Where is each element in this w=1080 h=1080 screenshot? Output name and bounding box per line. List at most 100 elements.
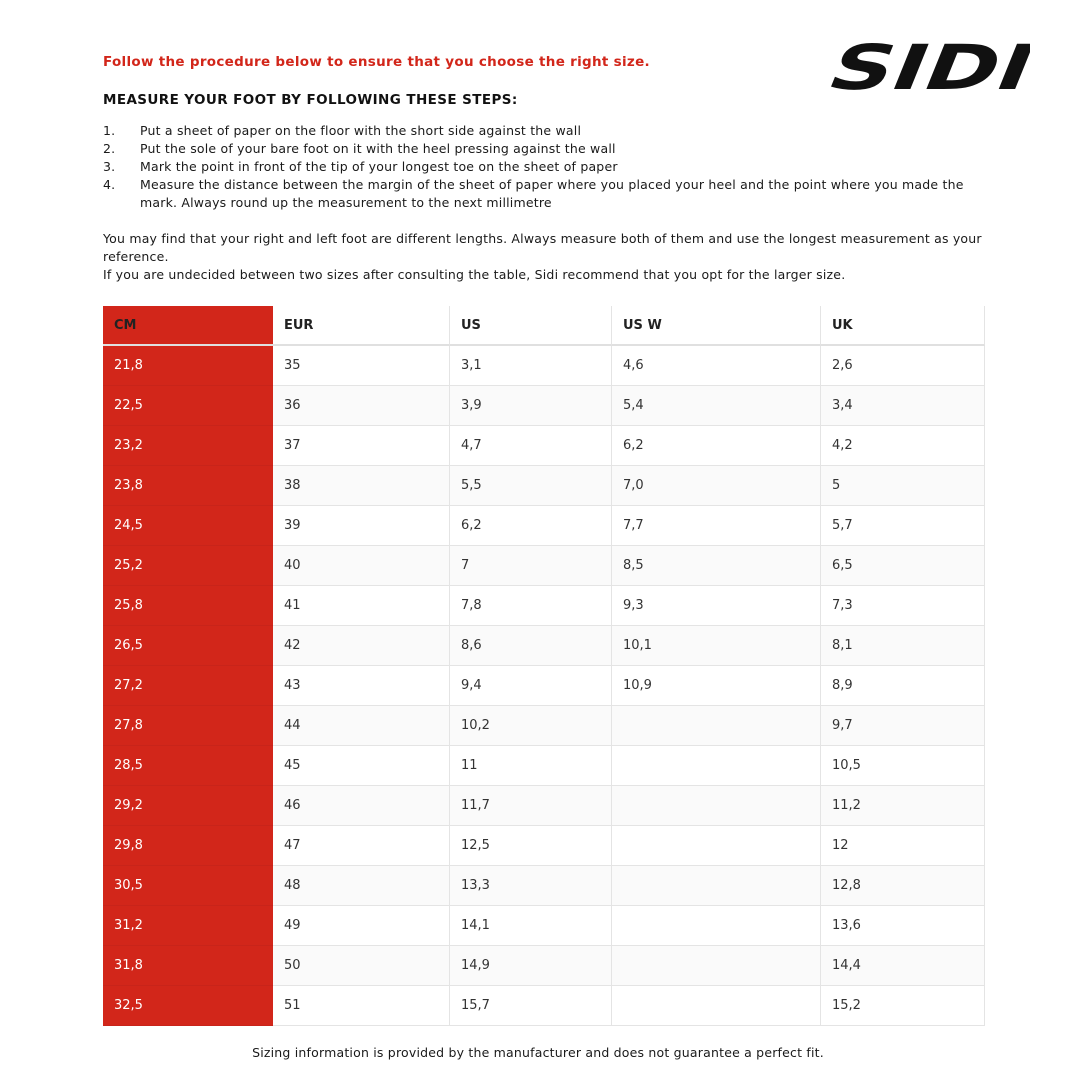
- table-row: 24,5 39 6,2 7,7 5,7: [103, 506, 985, 546]
- table-cell: [612, 786, 821, 826]
- step: 1. Put a sheet of paper on the floor with…: [103, 122, 983, 140]
- table-cell: 5: [821, 466, 985, 506]
- step: 2. Put the sole of your bare foot on it w…: [103, 140, 983, 158]
- table-cell: 25,2: [103, 546, 273, 586]
- heading: MEASURE YOUR FOOT BY FOLLOWING THESE STE…: [103, 92, 518, 108]
- table-cell: 8,5: [612, 546, 821, 586]
- table-cell: 15,2: [821, 986, 985, 1026]
- table-row: 28,5 45 11 10,5: [103, 746, 985, 786]
- table-cell: 37: [273, 426, 450, 466]
- note: You may find that your right and left fo…: [103, 231, 982, 264]
- table-row: 21,8 35 3,1 4,6 2,6: [103, 346, 985, 386]
- table-cell: 36: [273, 386, 450, 426]
- table-cell: 49: [273, 906, 450, 946]
- table-row: 25,2 40 7 8,5 6,5: [103, 546, 985, 586]
- step: 3. Mark the point in front of the tip of …: [103, 158, 983, 176]
- table-cell: 15,7: [450, 986, 612, 1026]
- notes: You may find that your right and left fo…: [103, 230, 988, 284]
- table-cell: [612, 866, 821, 906]
- table-cell: 6,2: [612, 426, 821, 466]
- table-cell: 45: [273, 746, 450, 786]
- table-cell: 6,2: [450, 506, 612, 546]
- table-cell: 4,6: [612, 346, 821, 386]
- table-row: 31,8 50 14,9 14,4: [103, 946, 985, 986]
- table-cell: [612, 826, 821, 866]
- table-cell: 22,5: [103, 386, 273, 426]
- table-cell: 14,9: [450, 946, 612, 986]
- step-number: 3.: [103, 159, 116, 174]
- table-cell: 40: [273, 546, 450, 586]
- table-cell: 9,4: [450, 666, 612, 706]
- step-number: 2.: [103, 141, 116, 156]
- table-cell: 42: [273, 626, 450, 666]
- table-cell: 5,7: [821, 506, 985, 546]
- table-row: 29,8 47 12,5 12: [103, 826, 985, 866]
- table-cell: 25,8: [103, 586, 273, 626]
- table-cell: 8,6: [450, 626, 612, 666]
- table-cell: 47: [273, 826, 450, 866]
- table-cell: 27,8: [103, 706, 273, 746]
- step-number: 1.: [103, 123, 116, 138]
- table-cell: 7,3: [821, 586, 985, 626]
- table-cell: 21,8: [103, 346, 273, 386]
- table-cell: 27,2: [103, 666, 273, 706]
- table-cell: [612, 706, 821, 746]
- table-cell: 23,2: [103, 426, 273, 466]
- table-cell: 12,5: [450, 826, 612, 866]
- table-cell: 4,2: [821, 426, 985, 466]
- header-cell: US: [450, 306, 612, 346]
- table-cell: 51: [273, 986, 450, 1026]
- table-row: 25,8 41 7,8 9,3 7,3: [103, 586, 985, 626]
- table-row: 29,2 46 11,7 11,2: [103, 786, 985, 826]
- table-cell: 3,4: [821, 386, 985, 426]
- table-row: 22,5 36 3,9 5,4 3,4: [103, 386, 985, 426]
- logo: SIDI: [817, 40, 1030, 96]
- table-cell: 32,5: [103, 986, 273, 1026]
- table-cell: 29,2: [103, 786, 273, 826]
- table-cell: 3,1: [450, 346, 612, 386]
- table-cell: 12: [821, 826, 985, 866]
- table-cell: 10,2: [450, 706, 612, 746]
- step-text: Mark the point in front of the tip of yo…: [140, 159, 618, 174]
- table-cell: 46: [273, 786, 450, 826]
- table-row: 31,2 49 14,1 13,6: [103, 906, 985, 946]
- table-cell: 10,5: [821, 746, 985, 786]
- table-cell: 7,0: [612, 466, 821, 506]
- note: If you are undecided between two sizes a…: [103, 267, 846, 282]
- step-text: Put the sole of your bare foot on it wit…: [140, 141, 616, 156]
- size-table: CM EUR US US W UK 21,8 35 3,1 4,6 2,6 22,5 36 3,9 5,4…: [103, 306, 985, 1026]
- step-text: Put a sheet of paper on the floor with t…: [140, 123, 582, 138]
- table-row: 27,8 44 10,2 9,7: [103, 706, 985, 746]
- table-cell: 11,7: [450, 786, 612, 826]
- step-text: Measure the distance between the margin …: [140, 177, 964, 210]
- table-cell: 11,2: [821, 786, 985, 826]
- header-row: CM EUR US US W UK: [103, 306, 985, 346]
- logo-text: SIDI: [817, 40, 1030, 96]
- table-row: 30,5 48 13,3 12,8: [103, 866, 985, 906]
- table-cell: [612, 906, 821, 946]
- table-cell: 5,4: [612, 386, 821, 426]
- table-cell: 29,8: [103, 826, 273, 866]
- table-cell: 9,7: [821, 706, 985, 746]
- table-cell: 4,7: [450, 426, 612, 466]
- table-cell: 8,1: [821, 626, 985, 666]
- header-cell: EUR: [273, 306, 450, 346]
- table-row: 23,8 38 5,5 7,0 5: [103, 466, 985, 506]
- table-cell: 13,6: [821, 906, 985, 946]
- table-cell: 9,3: [612, 586, 821, 626]
- table-cell: 28,5: [103, 746, 273, 786]
- table-cell: 10,1: [612, 626, 821, 666]
- table-cell: 39: [273, 506, 450, 546]
- table-cell: 7: [450, 546, 612, 586]
- table-cell: 31,8: [103, 946, 273, 986]
- table-cell: 43: [273, 666, 450, 706]
- table-row: 27,2 43 9,4 10,9 8,9: [103, 666, 985, 706]
- table-cell: 2,6: [821, 346, 985, 386]
- step: 4. Measure the distance between the margi…: [103, 176, 983, 212]
- table-cell: 14,4: [821, 946, 985, 986]
- table-cell: 26,5: [103, 626, 273, 666]
- header-cell: US W: [612, 306, 821, 346]
- step-number: 4.: [103, 177, 116, 192]
- table-cell: 5,5: [450, 466, 612, 506]
- table-cell: [612, 946, 821, 986]
